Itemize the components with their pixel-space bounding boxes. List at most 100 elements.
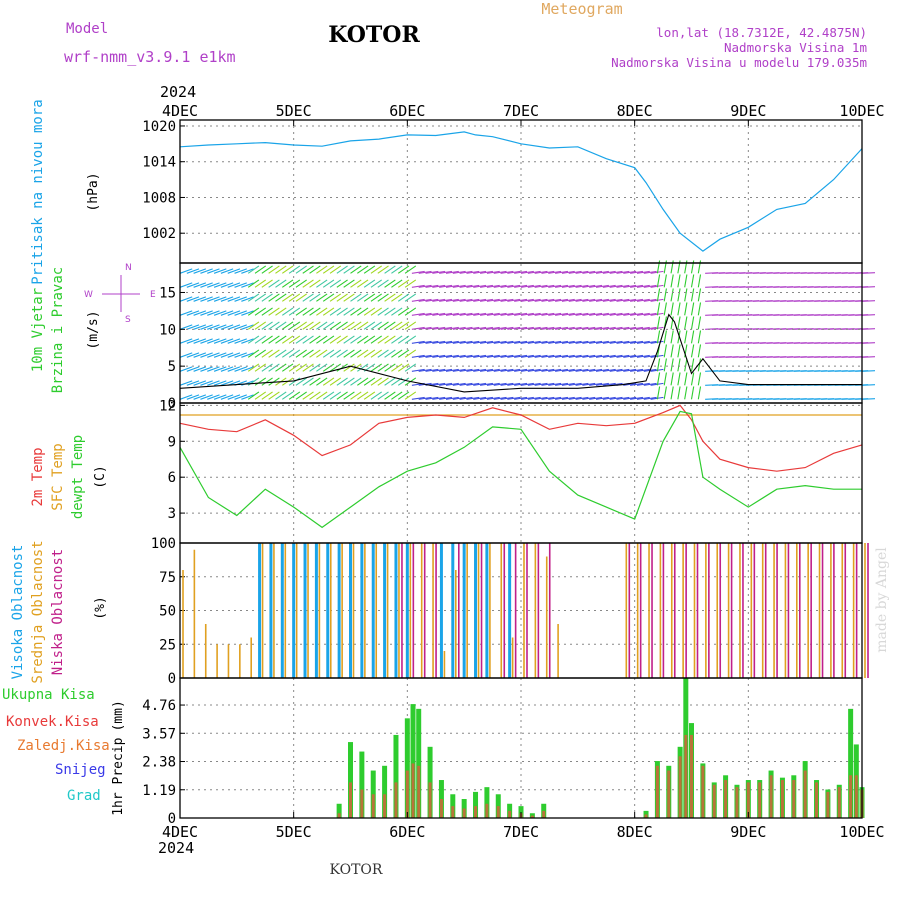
compass-n: N xyxy=(125,263,132,273)
wind-barb xyxy=(357,307,369,316)
wind-barb xyxy=(555,312,569,316)
wind-barb xyxy=(377,349,389,358)
wind-barb xyxy=(411,312,425,316)
wind-barb xyxy=(636,382,650,386)
wind-barb xyxy=(602,354,616,358)
wind-barb xyxy=(466,284,480,288)
wind-barb xyxy=(568,312,582,316)
convective-rain-bar xyxy=(542,810,546,818)
wind-barb xyxy=(234,394,247,400)
wind-barb xyxy=(677,358,681,372)
wind-barb xyxy=(445,368,459,372)
wind-barb xyxy=(302,265,314,274)
convective-rain-bar xyxy=(394,782,398,818)
wind-barb xyxy=(861,328,876,330)
wind-barb xyxy=(247,391,260,400)
wind-barb xyxy=(295,349,307,358)
convective-rain-bar xyxy=(474,806,478,818)
wind-barb xyxy=(220,268,234,274)
top-day-label: 4DEC xyxy=(162,102,198,120)
wind-barb xyxy=(432,270,446,274)
wind-barb xyxy=(213,296,227,302)
wind-barb xyxy=(643,340,657,344)
wind-barb xyxy=(486,396,500,400)
wind-barb xyxy=(207,352,220,358)
wind-barb xyxy=(350,279,362,288)
wind-barb xyxy=(329,321,342,330)
wind-barb xyxy=(384,265,396,274)
wind-ylabel-2: Brzina i Pravac xyxy=(50,267,66,393)
wind-barb xyxy=(213,366,227,372)
wind-barb xyxy=(609,368,623,372)
wind-barb xyxy=(432,340,446,344)
total-rain-bar xyxy=(410,704,416,818)
wind-barb xyxy=(486,284,500,288)
wind-barb xyxy=(589,312,603,316)
wind-barb xyxy=(329,335,342,344)
wind-barb xyxy=(391,321,403,330)
wind-barb xyxy=(247,335,260,344)
wind-barb xyxy=(445,340,459,344)
wind-barb xyxy=(288,265,301,274)
wind-barb xyxy=(397,363,410,372)
wind-barb xyxy=(861,370,876,372)
wind-barb xyxy=(452,396,466,400)
wind-barb xyxy=(459,396,473,400)
wind-barb xyxy=(247,265,260,274)
total-rain-bar xyxy=(348,742,353,818)
wind-barb xyxy=(616,298,630,302)
wind-barb xyxy=(582,284,596,288)
temp-ylabel-2m: 2m Temp xyxy=(30,447,46,506)
wind-barb xyxy=(684,330,688,344)
wind-barb xyxy=(186,282,200,288)
wind-barb xyxy=(602,326,616,330)
wind-compass: N S W E xyxy=(84,263,156,325)
wind-barb xyxy=(861,272,876,274)
wind-barb xyxy=(630,326,644,330)
wind-barb xyxy=(534,298,548,302)
wind-barb xyxy=(281,335,294,344)
wind-barb xyxy=(309,265,321,274)
wind-barb xyxy=(357,349,369,358)
bottom-day-label: 7DEC xyxy=(503,823,539,841)
convective-rain-bar xyxy=(405,770,409,818)
wind-barb xyxy=(479,298,494,302)
wind-barb xyxy=(302,363,314,372)
wind-barb xyxy=(220,310,234,316)
wind-barb xyxy=(288,307,301,316)
top-day-label: 7DEC xyxy=(503,102,539,120)
wind-barb xyxy=(493,298,507,302)
wind-barb xyxy=(493,270,507,274)
wind-barb xyxy=(473,354,487,358)
wind-barb xyxy=(336,391,348,400)
wind-barb xyxy=(507,368,521,372)
wind-barb xyxy=(268,265,280,274)
wind-barb xyxy=(295,307,307,316)
y-tick-label: 75 xyxy=(159,570,176,586)
wind-barb xyxy=(595,396,609,400)
y-tick-label: 4.76 xyxy=(142,698,176,714)
wind-barb xyxy=(302,321,314,330)
wind-barb xyxy=(561,382,575,386)
wind-barb xyxy=(670,274,674,288)
wind-barb xyxy=(548,326,562,330)
wind-barb xyxy=(459,382,473,386)
wind-barb xyxy=(534,312,548,316)
wind-barb xyxy=(643,326,657,330)
wind-barb xyxy=(254,335,267,344)
wind-barb xyxy=(275,279,287,288)
wind-barb xyxy=(179,296,193,302)
wind-barb xyxy=(630,340,644,344)
wind-barb xyxy=(268,363,280,372)
wind-barb xyxy=(589,284,603,288)
wind-barb xyxy=(589,396,603,400)
wind-barb xyxy=(193,324,207,330)
compass-e: E xyxy=(150,290,156,300)
wind-barb xyxy=(309,279,321,288)
altitude-label: Nadmorska Visina 1m xyxy=(724,40,867,55)
wind-barb xyxy=(404,293,417,302)
wind-barb xyxy=(656,288,661,302)
convective-rain-bar xyxy=(530,815,534,818)
panels: 100210081014102005101536912025507510001.… xyxy=(142,119,876,827)
wind-barb xyxy=(343,363,355,372)
